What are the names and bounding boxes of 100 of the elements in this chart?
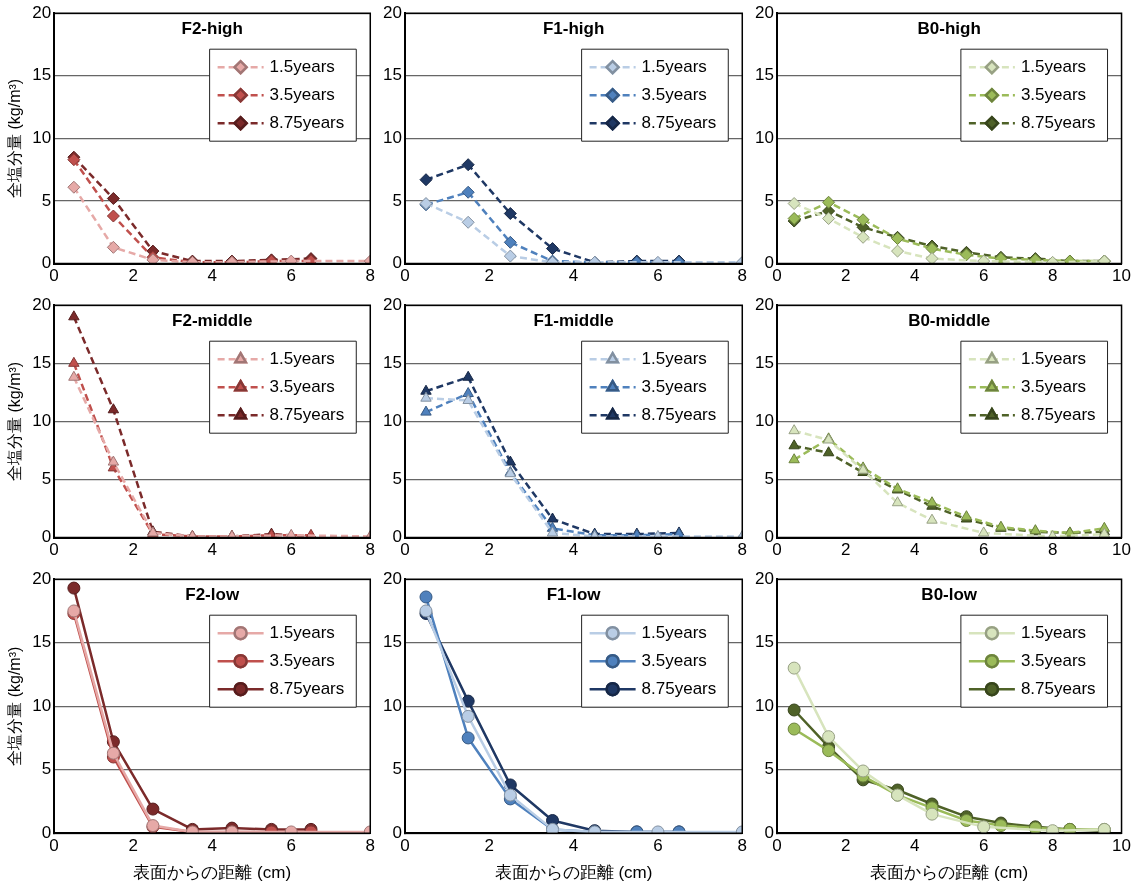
y-tick-label: 20: [32, 568, 52, 588]
x-tick-label: 8: [737, 836, 748, 856]
y-axis-title: 全塩分量 (kg/m³): [6, 78, 24, 198]
legend-label: 8.75years: [269, 404, 345, 424]
y-tick-label: 10: [754, 695, 774, 715]
y-tick-label: 5: [41, 759, 52, 779]
x-tick-label: 8: [365, 540, 376, 560]
legend-label: 3.5years: [269, 376, 335, 396]
y-tick-label: 15: [382, 352, 402, 372]
y-tick-label: 5: [41, 190, 52, 210]
y-tick-label: 5: [392, 469, 402, 489]
y-tick-label: 15: [32, 352, 52, 372]
y-tick-label: 5: [392, 759, 402, 779]
legend-label: 1.5years: [641, 348, 707, 368]
y-tick-label: 20: [382, 568, 402, 588]
legend-label: 1.5years: [1020, 622, 1087, 642]
x-tick-label: 4: [910, 540, 920, 560]
x-tick-label: 6: [286, 540, 296, 560]
y-tick-label: 5: [392, 190, 402, 210]
x-tick-label: 6: [286, 266, 296, 286]
x-tick-label: 8: [737, 266, 748, 286]
x-axis-title: 表面からの距離 (cm): [494, 863, 653, 883]
y-tick-label: 0: [392, 253, 402, 273]
x-tick-label: 8: [365, 266, 376, 286]
y-tick-label: 15: [382, 65, 402, 85]
y-tick-label: 5: [41, 469, 52, 489]
chart-title: F1-low: [546, 585, 602, 605]
x-tick-label: 8: [737, 540, 748, 560]
legend-label: 1.5years: [269, 56, 335, 76]
y-tick-label: 20: [32, 294, 52, 314]
y-tick-label: 10: [32, 128, 52, 148]
legend-label: 3.5years: [269, 650, 335, 670]
x-tick-label: 4: [568, 540, 579, 560]
chart-title: B0-high: [917, 19, 981, 39]
legend-label: 3.5years: [641, 650, 707, 670]
y-axis-title: 全塩分量 (kg/m³): [6, 646, 24, 766]
y-axis-title: 全塩分量 (kg/m³): [6, 361, 24, 481]
y-tick-label: 20: [754, 2, 774, 22]
legend-label: 1.5years: [269, 622, 335, 642]
legend-label: 8.75years: [641, 678, 717, 698]
x-tick-label: 8: [1047, 540, 1058, 560]
x-tick-label: 2: [484, 836, 494, 856]
legend-label: 3.5years: [641, 376, 707, 396]
y-tick-label: 20: [382, 2, 402, 22]
y-tick-label: 5: [764, 190, 774, 210]
legend-label: 8.75years: [269, 112, 345, 132]
x-tick-label: 2: [128, 540, 138, 560]
y-tick-label: 15: [382, 632, 402, 652]
legend-label: 8.75years: [269, 678, 345, 698]
legend-label: 8.75years: [641, 404, 717, 424]
y-tick-label: 15: [754, 632, 774, 652]
y-tick-label: 10: [32, 411, 52, 431]
y-tick-label: 5: [764, 759, 774, 779]
legend-label: 1.5years: [1020, 348, 1087, 368]
y-tick-label: 0: [764, 822, 774, 842]
x-tick-label: 4: [207, 836, 217, 856]
y-tick-label: 15: [32, 65, 52, 85]
x-tick-label: 6: [978, 540, 989, 560]
y-tick-label: 15: [754, 65, 774, 85]
y-tick-label: 20: [754, 568, 774, 588]
x-tick-label: 2: [128, 266, 138, 286]
y-tick-label: 5: [764, 469, 774, 489]
chart-title: F2-low: [185, 585, 240, 605]
x-tick-label: 8: [1047, 266, 1058, 286]
legend-label: 1.5years: [1020, 56, 1087, 76]
x-tick-label: 2: [841, 540, 851, 560]
legend-label: 8.75years: [1020, 678, 1096, 698]
y-tick-label: 0: [392, 822, 402, 842]
x-tick-label: 2: [484, 266, 494, 286]
y-tick-label: 10: [382, 128, 402, 148]
x-tick-label: 4: [568, 836, 579, 856]
legend-label: 3.5years: [269, 84, 335, 104]
x-tick-label: 6: [653, 266, 663, 286]
y-tick-label: 20: [382, 294, 402, 314]
legend-label: 3.5years: [1020, 650, 1087, 670]
y-tick-label: 10: [754, 411, 774, 431]
chart-title: F1-middle: [533, 311, 614, 331]
x-tick-label: 4: [910, 836, 920, 856]
x-tick-label: 10: [1112, 266, 1132, 286]
chart-title: F2-middle: [172, 311, 253, 331]
x-axis-title: 表面からの距離 (cm): [870, 863, 1029, 883]
y-tick-label: 20: [32, 2, 52, 22]
x-tick-label: 8: [1047, 836, 1058, 856]
x-tick-label: 4: [207, 540, 217, 560]
x-tick-label: 4: [207, 266, 217, 286]
x-tick-label: 4: [910, 266, 920, 286]
x-tick-label: 6: [653, 836, 663, 856]
x-tick-label: 2: [841, 836, 851, 856]
y-tick-label: 0: [764, 527, 774, 547]
legend-label: 3.5years: [641, 84, 707, 104]
x-tick-label: 2: [841, 266, 851, 286]
y-tick-label: 0: [764, 253, 774, 273]
x-tick-label: 10: [1112, 836, 1132, 856]
legend-label: 1.5years: [641, 56, 707, 76]
legend-label: 3.5years: [1020, 84, 1087, 104]
x-tick-label: 2: [128, 836, 138, 856]
chart-title: F2-high: [181, 19, 243, 39]
x-tick-label: 6: [653, 540, 663, 560]
chart-title: B0-middle: [908, 311, 991, 331]
x-tick-label: 8: [365, 836, 376, 856]
